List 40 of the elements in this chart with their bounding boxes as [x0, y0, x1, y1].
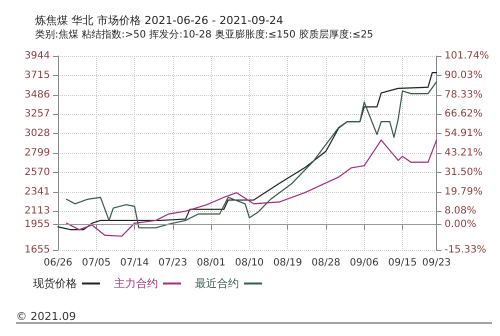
x-tick-label: 07/05: [82, 258, 111, 268]
y-tick-label: 3944: [24, 50, 50, 62]
y2-tick-label: -15.33%: [444, 244, 486, 256]
chart-title: 炼焦煤 华北 市场价格 2021-06-26 - 2021-09-24: [35, 14, 284, 27]
legend-label: 现货价格: [33, 277, 77, 290]
y2-tick-label: 43.21%: [444, 147, 483, 158]
x-tick-label: 08/28: [312, 258, 340, 268]
x-tick-label: 09/23: [422, 258, 451, 268]
y2-tick-label: 8.08%: [444, 206, 476, 217]
y2-tick-label: 31.50%: [444, 166, 483, 178]
text: © 2021.09: [16, 310, 76, 323]
line-series: [66, 139, 438, 237]
y-tick-label: 3715: [24, 70, 50, 81]
x-tick-label: 07/23: [158, 258, 188, 268]
y2-tick-label: 90.03%: [444, 70, 483, 81]
y-tick-label: 3486: [24, 89, 50, 100]
y-tick-label: 1655: [24, 244, 50, 256]
chart-subtitle: 类别:焦煤 粘结指数:>50 挥发分:10-28 奥亚膨胀度:≤150 胶质层厚度:≤25: [35, 28, 374, 40]
y2-tick-label: 0.00%: [444, 219, 476, 230]
y2-tick-label: 54.91%: [444, 128, 483, 140]
legend-label: 最近合约: [195, 277, 239, 290]
x-tick-label: 06/26: [44, 258, 72, 268]
y-tick-label: 2799: [24, 148, 50, 159]
y2-tick-label: 101.74%: [444, 50, 490, 62]
y-tick-label: 2113: [24, 206, 50, 217]
y-tick-label: 3257: [24, 108, 50, 120]
legend-label: 主力合约: [114, 277, 158, 290]
y2-tick-label: 66.62%: [444, 108, 483, 120]
x-tick-label: 08/01: [196, 258, 226, 268]
y-tick-label: 2570: [24, 166, 50, 178]
x-tick-label: 09/15: [388, 258, 417, 268]
x-tick-label: 08/19: [273, 258, 302, 268]
y-tick-label: 3028: [24, 128, 50, 140]
x-tick-label: 09/06: [350, 258, 379, 268]
y-tick-label: 1955: [24, 219, 50, 230]
y-tick-label: 2341: [24, 186, 50, 198]
y2-tick-label: 78.33%: [444, 89, 483, 100]
y2-tick-label: 19.79%: [444, 186, 483, 198]
x-tick-label: 07/14: [120, 258, 149, 268]
x-tick-label: 08/10: [234, 258, 264, 268]
